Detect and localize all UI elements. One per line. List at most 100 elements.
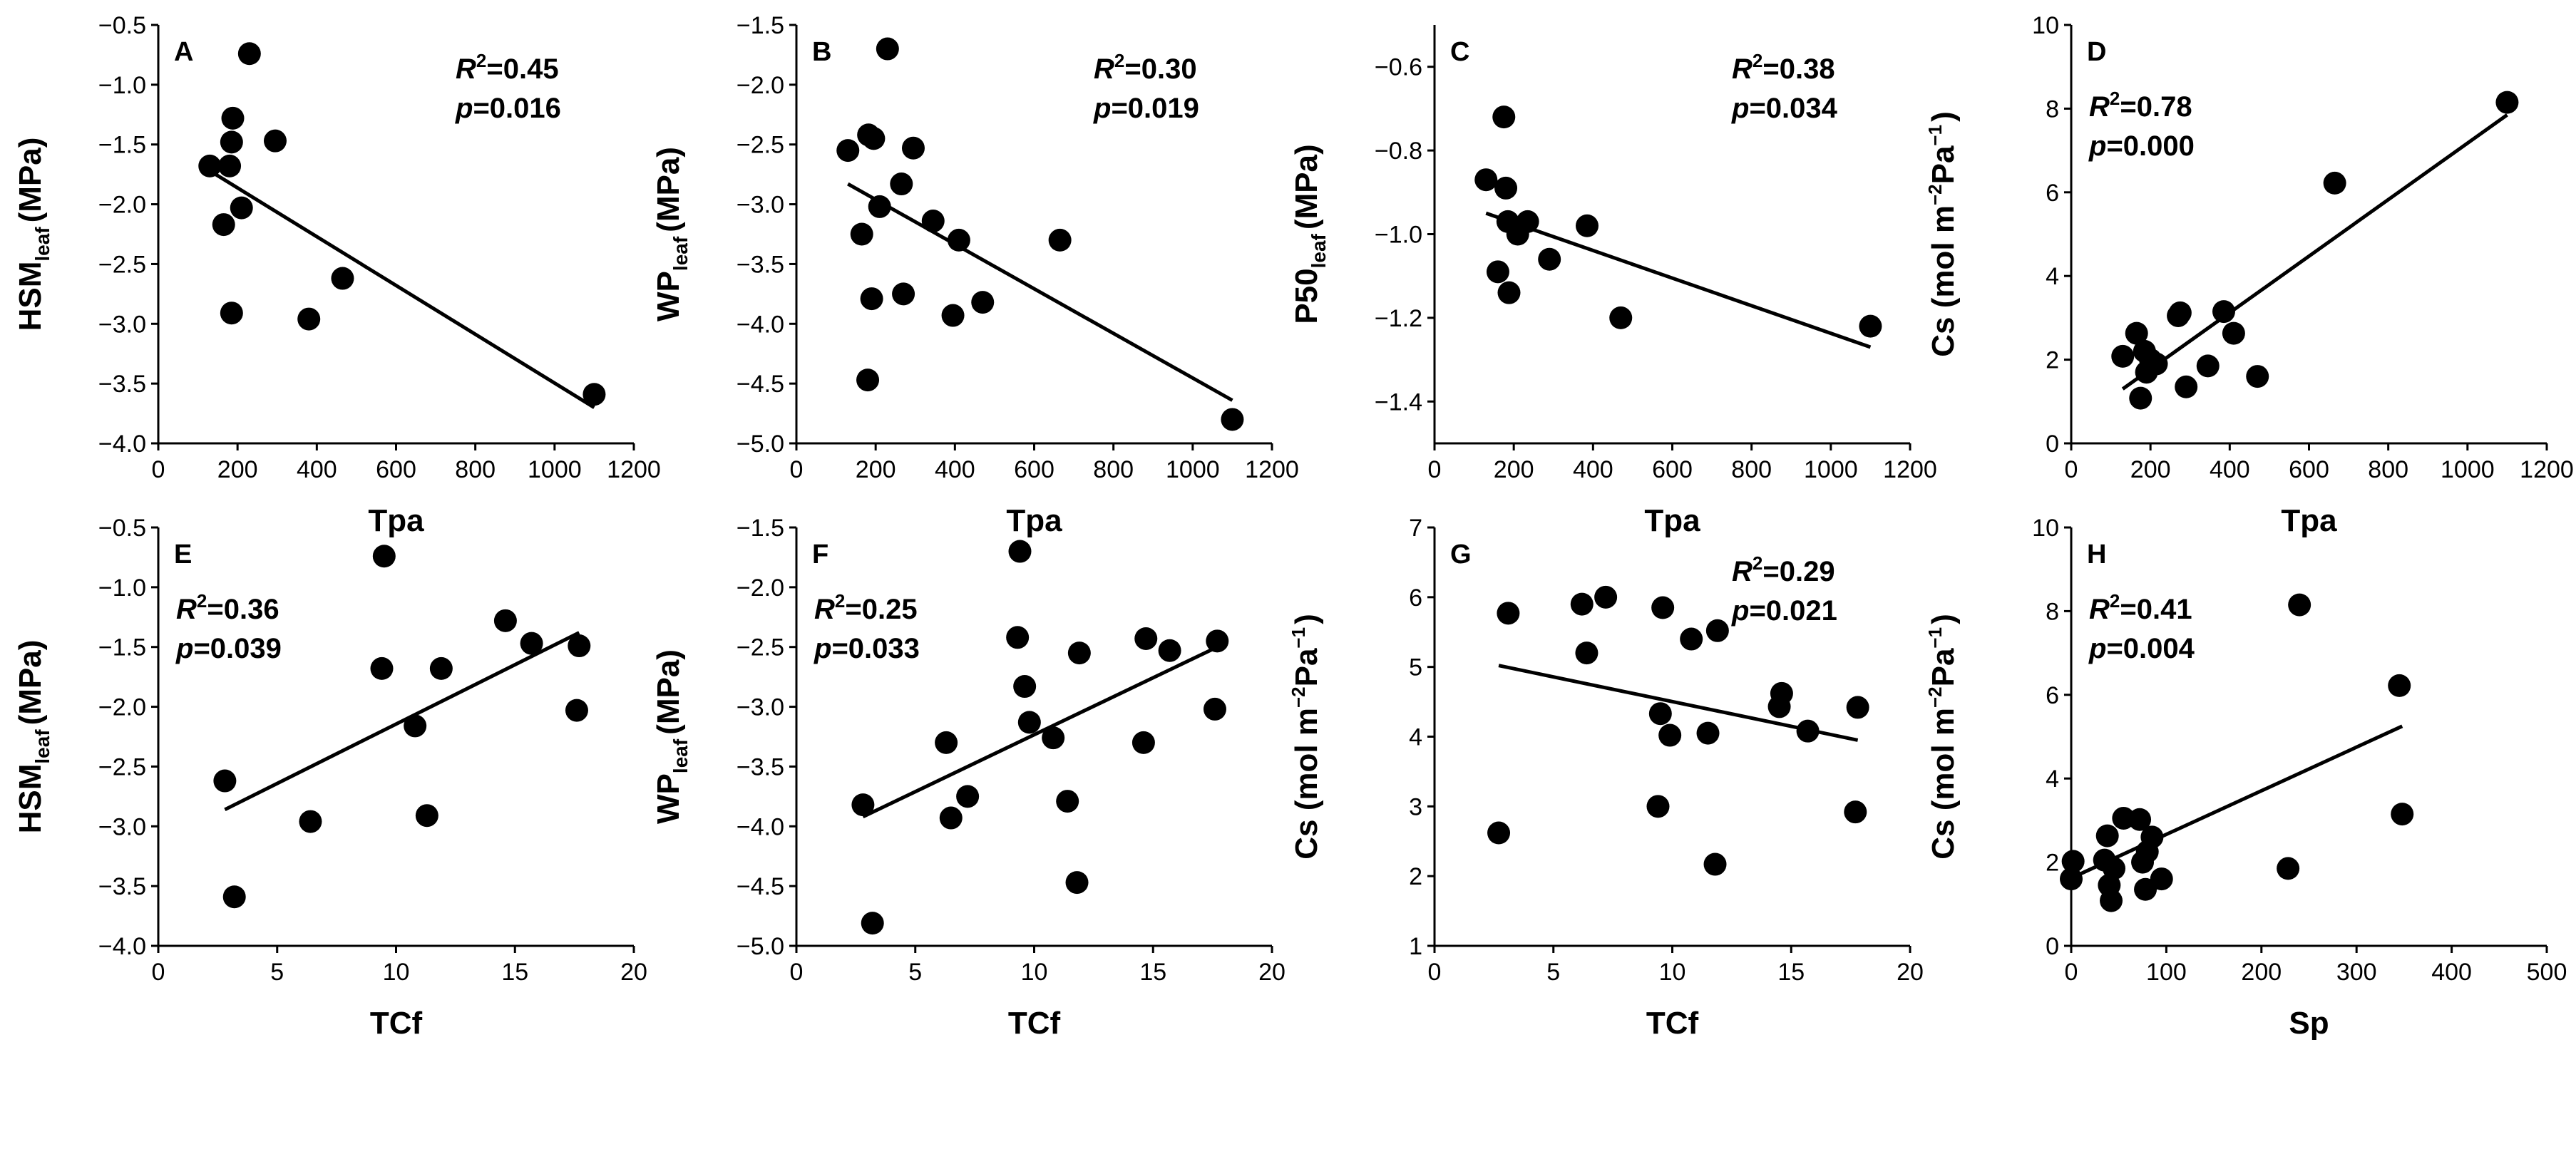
data-point-d xyxy=(2495,91,2519,114)
y-tick-label-g: 5 xyxy=(1409,654,1422,681)
y-tick-label-c: −0.6 xyxy=(1375,54,1422,81)
x-tick-label-e: 5 xyxy=(270,959,284,986)
x-tick-label-g: 10 xyxy=(1659,959,1686,986)
x-tick-label-e: 20 xyxy=(620,959,647,986)
panel-f: 0 5 10 15 20 −5.0 −4.5 −4.0 −3.5 −3.0 −2.5 −2.0 −1.5… xyxy=(651,515,1286,1041)
y-label-main: Cs (mol m xyxy=(1926,205,1961,357)
data-point-b xyxy=(1221,408,1244,431)
r2-sup: 2 xyxy=(835,590,845,612)
y-label-sup: −1 xyxy=(1288,627,1309,649)
regression-line-e xyxy=(224,631,580,812)
regression-line-d xyxy=(2121,113,2508,391)
p-label-f: p=0.033 xyxy=(814,633,920,664)
x-tick-label-g: 20 xyxy=(1897,959,1924,986)
r2-symbol: R xyxy=(2089,91,2110,123)
panel-b: 0 200 400 600 800 1000 1200 −5.0 −4.5 −4.0 −3.5 −3.… xyxy=(651,12,1299,538)
x-tick-label-f: 15 xyxy=(1139,959,1166,986)
y-axis-label-g: Cs (mol m−2Pa−1) xyxy=(1288,614,1324,860)
y-label-mid: Pa xyxy=(1289,648,1324,686)
data-point-g xyxy=(1487,821,1511,845)
y-axis-label-d: Cs (mol m−2Pa−1) xyxy=(1924,111,1961,357)
data-point-a xyxy=(263,129,287,153)
r2-label-h: R2=0.41 xyxy=(2089,590,2192,625)
x-axis-label-h: Sp xyxy=(2289,1006,2329,1041)
y-label-unit: (MPa) xyxy=(651,147,686,232)
data-point-g xyxy=(1844,800,1867,824)
x-axis-label-d: Tpa xyxy=(2281,503,2337,538)
r2-label-c: R2=0.38 xyxy=(1732,50,1835,85)
p-symbol: p xyxy=(2088,130,2106,162)
data-point-g xyxy=(1846,696,1869,719)
y-tick-label-b: −5.0 xyxy=(737,431,784,458)
x-tick-label-c: 1000 xyxy=(1804,456,1858,483)
y-label-mid: Pa xyxy=(1926,648,1961,686)
data-point-h xyxy=(2391,803,2414,826)
r2-sup: 2 xyxy=(476,50,486,71)
data-point-g xyxy=(1703,852,1727,876)
x-tick-label-c: 800 xyxy=(1731,456,1772,483)
data-point-a xyxy=(230,196,253,220)
y-axis-label-f: WPleaf (MPa) xyxy=(651,649,692,824)
p-value: =0.021 xyxy=(1749,595,1837,627)
data-point-e xyxy=(520,632,543,655)
y-tick-label-e: −1.0 xyxy=(98,574,146,602)
data-point-b xyxy=(850,222,873,246)
y-tick-label-h: 2 xyxy=(2046,850,2059,877)
x-tick-label-b: 400 xyxy=(935,456,975,483)
x-tick-label-b: 1000 xyxy=(1166,456,1220,483)
data-point-b xyxy=(1048,228,1072,252)
data-point-g xyxy=(1646,795,1670,818)
y-label-main: WP xyxy=(651,773,686,824)
y-tick-label-c: −1.2 xyxy=(1375,305,1422,332)
data-point-b xyxy=(876,37,899,61)
p-value: =0.004 xyxy=(2106,633,2195,664)
data-point-a xyxy=(221,106,245,130)
data-point-f xyxy=(1008,540,1032,563)
x-tick-label-d: 600 xyxy=(2289,456,2329,483)
y-label-sup: −2 xyxy=(1288,686,1309,708)
data-point-e xyxy=(429,656,453,680)
x-tick-label-e: 0 xyxy=(152,959,165,986)
x-tick-label-c: 1200 xyxy=(1883,456,1937,483)
y-tick-label-h: 8 xyxy=(2046,598,2059,625)
data-point-h xyxy=(2150,867,2173,891)
data-point-d xyxy=(2212,300,2235,324)
data-point-a xyxy=(212,213,235,237)
y-tick-label-h: 6 xyxy=(2046,682,2059,709)
data-point-b xyxy=(941,304,965,327)
p-value: =0.033 xyxy=(831,633,919,664)
data-point-f xyxy=(1056,790,1079,813)
x-axis-label-a: Tpa xyxy=(368,503,424,538)
y-tick-label-d: 6 xyxy=(2046,180,2059,207)
data-point-h xyxy=(2128,808,2152,831)
y-tick-label-b: −4.0 xyxy=(737,311,784,338)
y-tick-label-e: −3.5 xyxy=(98,873,146,900)
p-label-a: p=0.016 xyxy=(455,93,561,124)
y-tick-label-e: −1.5 xyxy=(98,634,146,661)
y-tick-label-a: −1.0 xyxy=(98,72,146,99)
x-tick-label-g: 5 xyxy=(1546,959,1560,986)
panel-e: 0 5 10 15 20 −4.0 −3.5 −3.0 −2.5 −2.0 −1.5 −1.0 −0.5… xyxy=(13,515,647,1041)
p-value: =0.034 xyxy=(1749,93,1837,124)
regression-line-c xyxy=(1485,211,1872,349)
r2-symbol: R xyxy=(814,594,835,625)
y-tick-label-a: −2.5 xyxy=(98,251,146,278)
x-tick-label-a: 200 xyxy=(217,456,258,483)
y-label-sub: leaf xyxy=(669,738,692,773)
data-point-e xyxy=(222,885,246,909)
r2-sup: 2 xyxy=(2110,88,2120,109)
x-axis-label-g: TCf xyxy=(1646,1006,1699,1041)
y-label-end: ) xyxy=(1926,614,1961,624)
r2-symbol: R xyxy=(1094,53,1114,85)
y-tick-label-a: −3.5 xyxy=(98,371,146,398)
y-label-unit: (MPa) xyxy=(13,138,48,223)
data-point-f xyxy=(1206,629,1229,653)
y-tick-label-d: 0 xyxy=(2046,431,2059,458)
data-point-f xyxy=(1013,675,1037,699)
data-point-d xyxy=(2125,321,2148,345)
y-label-main: Cs (mol m xyxy=(1926,708,1961,860)
panel-label-c: C xyxy=(1450,37,1469,67)
y-tick-label-d: 10 xyxy=(2032,12,2059,39)
p-label-g: p=0.021 xyxy=(1731,595,1837,627)
